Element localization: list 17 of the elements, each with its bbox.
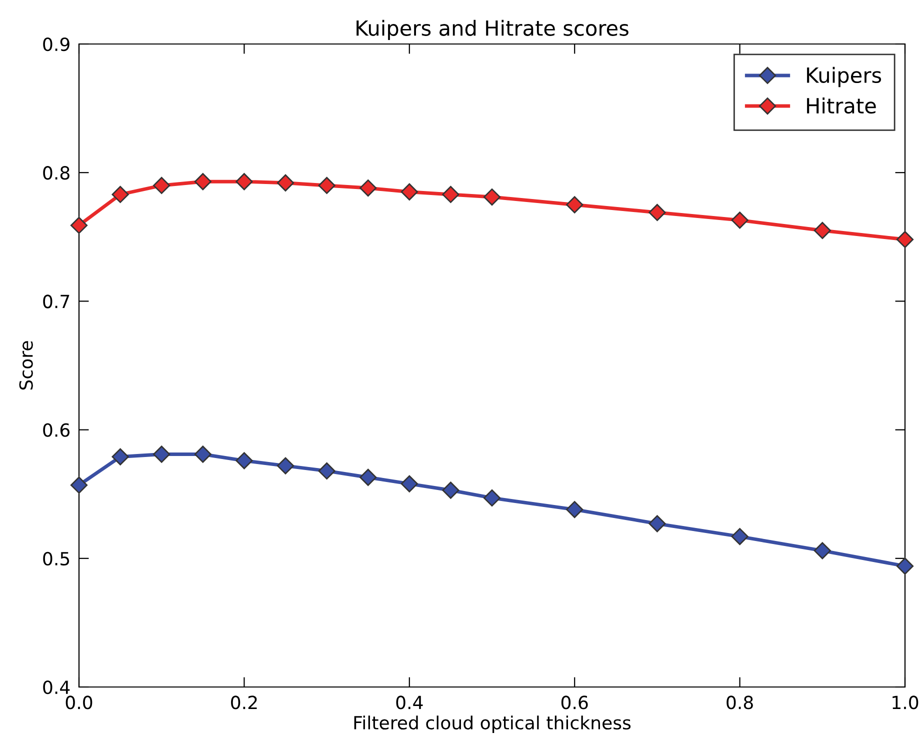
x-axis-title: Filtered cloud optical thickness	[354, 716, 631, 734]
x-tick-label: 0.6	[561, 696, 588, 710]
y-tick-label: 0.8	[43, 166, 70, 180]
chart-title: Kuipers and Hitrate scores	[356, 20, 628, 40]
legend-label: Hitrate	[807, 97, 876, 114]
y-axis-title: Score	[19, 341, 33, 390]
x-tick-label: 1.0	[892, 696, 918, 710]
legend-label: Kuipers	[807, 66, 882, 88]
y-tick-label: 0.5	[43, 552, 70, 566]
y-tick-label: 0.7	[43, 294, 70, 308]
x-tick-label: 0.4	[396, 696, 423, 710]
x-tick-label: 0.2	[231, 696, 257, 710]
y-tick-label: 0.4	[43, 680, 70, 694]
x-tick-label: 0.0	[66, 696, 92, 710]
y-tick-label: 0.9	[43, 37, 70, 52]
y-tick-label: 0.6	[43, 423, 70, 437]
x-tick-label: 0.8	[726, 696, 753, 710]
